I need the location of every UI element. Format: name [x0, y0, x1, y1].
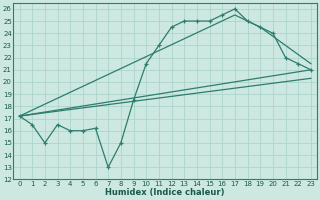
X-axis label: Humidex (Indice chaleur): Humidex (Indice chaleur): [106, 188, 225, 197]
